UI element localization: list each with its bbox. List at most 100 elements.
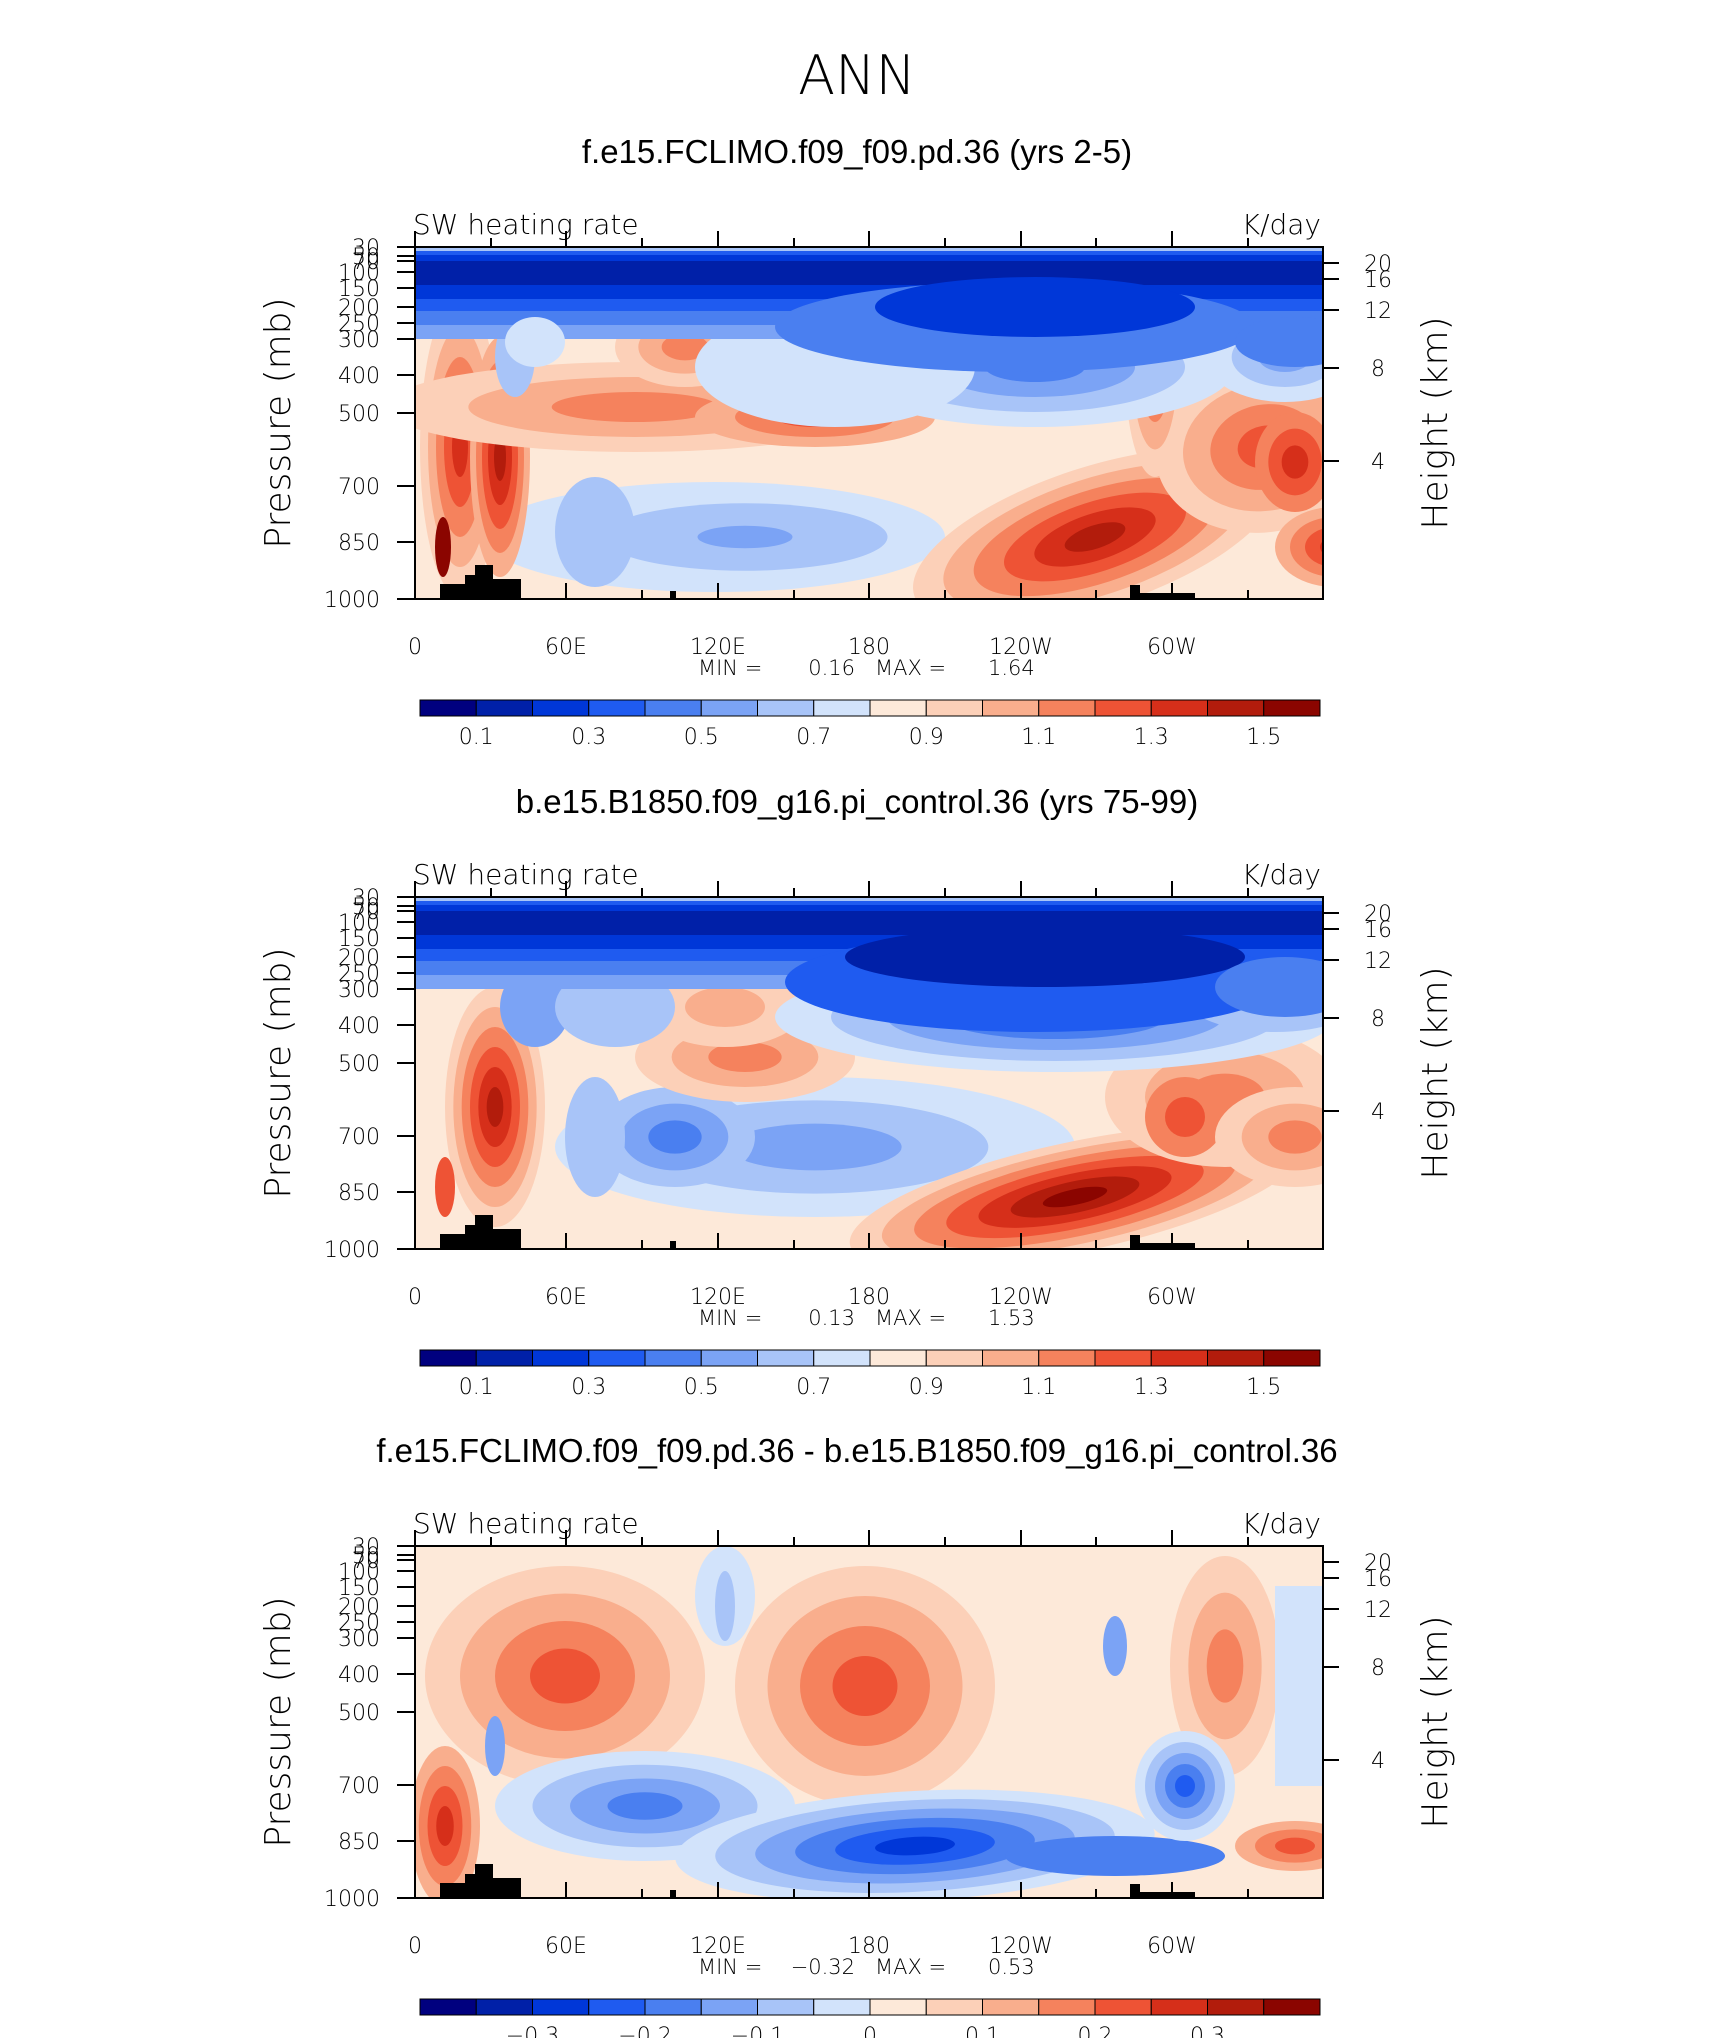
y2-tick-label: 8 <box>1371 1007 1385 1032</box>
topography <box>1130 1235 1140 1249</box>
y-tick-label: 150 <box>338 277 380 302</box>
y-tick-label: 150 <box>338 1576 380 1601</box>
colorbar-swatch <box>475 1998 533 2016</box>
max-value: 1.64 <box>988 656 1035 680</box>
colorbar-swatch <box>588 699 646 717</box>
y2-axis-title: Height (km) <box>1415 316 1456 529</box>
y-tick-label: 70 <box>352 250 380 275</box>
colorbar-swatch <box>925 1998 983 2016</box>
left-label: SW heating rate <box>413 858 639 891</box>
topography <box>1135 1243 1195 1249</box>
colorbar-label: 1.1 <box>1021 1375 1056 1400</box>
topography <box>465 1874 475 1898</box>
y-tick-label: 300 <box>338 978 380 1003</box>
colorbar-swatch <box>532 1998 590 2016</box>
contour-field <box>415 897 1323 1249</box>
colorbar-label: 0 <box>863 2024 877 2038</box>
colorbar-swatch <box>813 1998 871 2016</box>
x-tick-label: 60E <box>545 1285 587 1310</box>
topography <box>475 1215 493 1249</box>
y-tick-label: 700 <box>338 475 380 500</box>
colorbar-swatch <box>644 1349 702 1367</box>
y-tick-label: 400 <box>338 364 380 389</box>
colorbar-swatch <box>700 1998 758 2016</box>
colorbar-swatch <box>813 699 871 717</box>
topography <box>1130 1884 1140 1898</box>
y-tick-label: 700 <box>338 1774 380 1799</box>
colorbar: −0.3 −0.2 −0.1 0 0.1 0.2 0.3 <box>419 1998 1321 2038</box>
colorbar-label: 0.7 <box>796 1375 831 1400</box>
colorbar-label: 1.5 <box>1246 1375 1281 1400</box>
colorbar-swatch <box>475 1349 533 1367</box>
right-label: K/day <box>1242 208 1321 241</box>
max-value: 0.53 <box>988 1955 1035 1979</box>
topography <box>475 1864 493 1898</box>
max-value: 1.53 <box>988 1306 1035 1330</box>
min-value: 0.16 <box>808 656 855 680</box>
colorbar-swatch <box>1038 1998 1096 2016</box>
y-tick-label: 500 <box>338 1052 380 1077</box>
left-label: SW heating rate <box>413 1507 639 1540</box>
x-tick-label: 120E <box>690 635 746 660</box>
y-tick-label: 30 <box>352 236 380 261</box>
colorbar-swatch <box>1150 699 1208 717</box>
colorbar-swatch <box>869 1998 927 2016</box>
topography <box>493 579 521 599</box>
y-tick-label: 1000 <box>324 1238 380 1263</box>
colorbar-swatch <box>925 699 983 717</box>
panel-1: f.e15.FCLIMO.f09_f09.pd.36 (yrs 2-5) SW h… <box>258 133 1456 750</box>
colorbar-label: 0.9 <box>909 1375 944 1400</box>
y2-tick-label: 8 <box>1371 357 1385 382</box>
y-tick-label: 700 <box>338 1125 380 1150</box>
y2-axis-title: Height (km) <box>1415 966 1456 1179</box>
colorbar-label: 0.3 <box>1190 2024 1225 2038</box>
colorbar-swatch <box>1038 699 1096 717</box>
x-tick-label: 120W <box>989 1285 1053 1310</box>
panel-title: b.e15.B1850.f09_g16.pi_control.36 (yrs 7… <box>516 783 1198 820</box>
max-label: MAX = <box>875 1306 946 1330</box>
colorbar-swatch <box>1094 699 1152 717</box>
colorbar-label: 0.5 <box>684 725 719 750</box>
y2-tick-label: 16 <box>1364 268 1392 293</box>
x-tick-label: 0 <box>408 1934 422 1959</box>
x-tick-label: 60W <box>1147 635 1197 660</box>
colorbar-swatch <box>757 1349 815 1367</box>
y-tick-label: 850 <box>338 1830 380 1855</box>
x-tick-label: 120E <box>690 1934 746 1959</box>
y-tick-label: 30 <box>352 886 380 911</box>
y-tick-label: 150 <box>338 927 380 952</box>
y-tick-label: 50 <box>352 245 380 270</box>
topography <box>465 575 475 599</box>
x-tick-label: 60W <box>1147 1934 1197 1959</box>
y-tick-label: 400 <box>338 1014 380 1039</box>
topography <box>1135 593 1195 599</box>
x-tick-label: 180 <box>848 1934 890 1959</box>
colorbar-swatch <box>1150 1998 1208 2016</box>
colorbar-swatch <box>588 1349 646 1367</box>
colorbar-label: 0.7 <box>796 725 831 750</box>
colorbar-label: 1.3 <box>1134 1375 1169 1400</box>
y-tick-label: 200 <box>338 946 380 971</box>
x-tick-label: 60E <box>545 635 587 660</box>
contour-field <box>415 1546 1323 1898</box>
y-tick-label: 70 <box>352 900 380 925</box>
colorbar-swatch <box>532 1349 590 1367</box>
colorbar-label: 0.3 <box>571 725 606 750</box>
y2-tick-label: 4 <box>1371 1749 1385 1774</box>
colorbar-label: 0.3 <box>571 1375 606 1400</box>
colorbar-swatch <box>757 1998 815 2016</box>
colorbar-swatch <box>700 1349 758 1367</box>
colorbar-label: 0.1 <box>965 2024 1000 2038</box>
y2-tick-label: 8 <box>1371 1656 1385 1681</box>
right-label: K/day <box>1242 1507 1321 1540</box>
colorbar-swatch <box>925 1349 983 1367</box>
x-tick-label: 120E <box>690 1285 746 1310</box>
colorbar-swatch <box>644 1998 702 2016</box>
colorbar-label: −0.2 <box>618 2024 671 2038</box>
colorbar-swatch <box>1094 1998 1152 2016</box>
y-tick-label: 250 <box>338 312 380 337</box>
y-tick-label: 300 <box>338 1627 380 1652</box>
y-tick-label: 500 <box>338 1701 380 1726</box>
topography <box>670 1890 676 1898</box>
y-tick-label: 100 <box>338 261 380 286</box>
